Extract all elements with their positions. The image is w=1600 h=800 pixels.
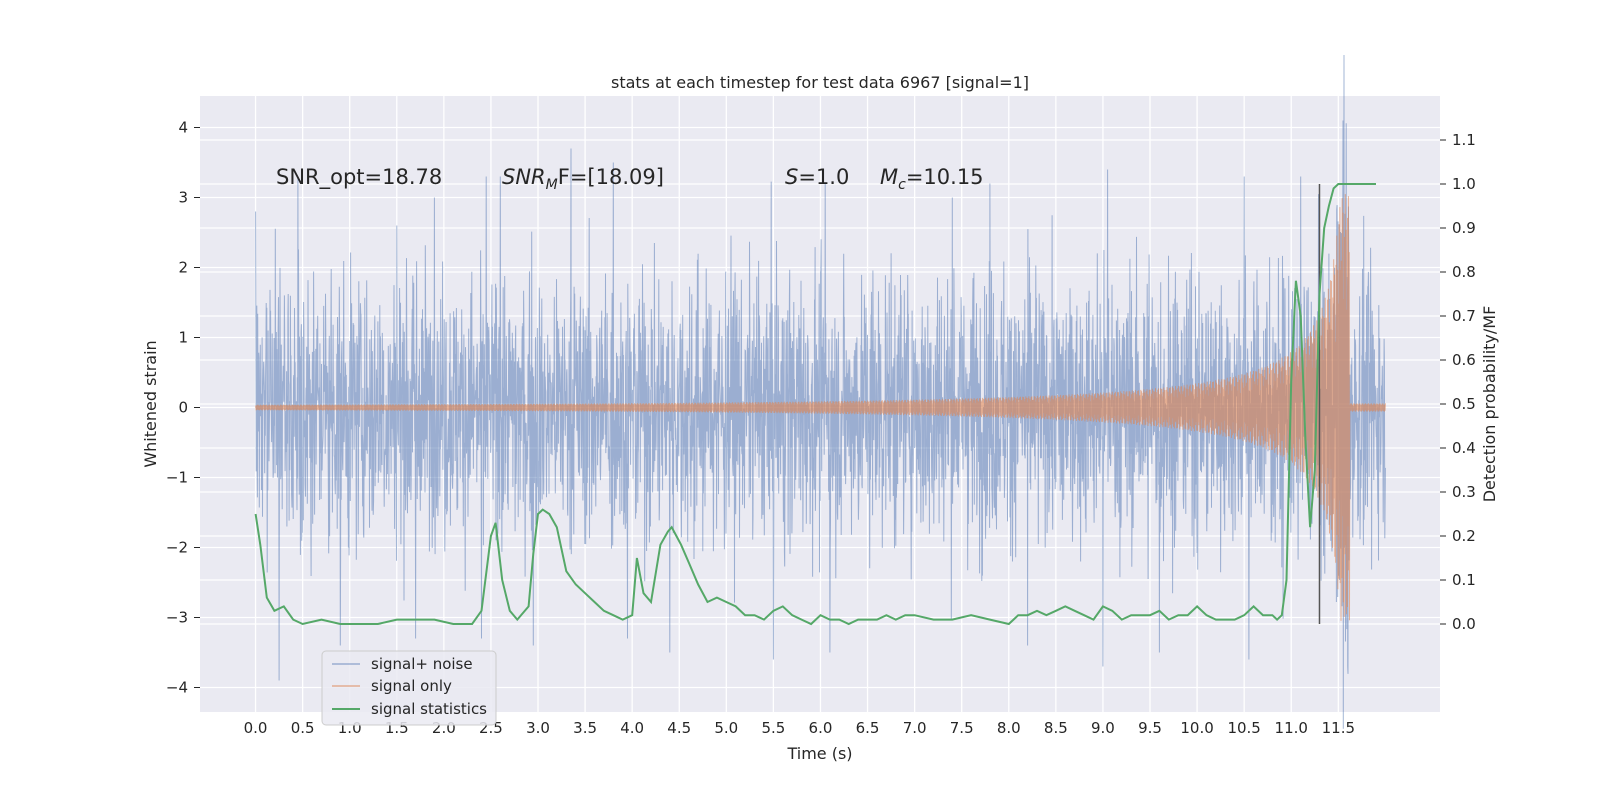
x-tick-label: 6.0 xyxy=(809,719,833,737)
y-tick-label-left: 2 xyxy=(178,259,188,277)
x-tick-label: 10.0 xyxy=(1180,719,1213,737)
y-tick-label-right: 1.1 xyxy=(1452,131,1476,149)
y-tick-label-right: 0.7 xyxy=(1452,307,1476,325)
tick-labels: 0.0 0.5 1.0 1.5 2.0 2.5 3.0 3.5 4.0 4.5 5.0 5.5 6.0 6… xyxy=(166,119,1476,738)
x-tick-label: 3.0 xyxy=(526,719,550,737)
series-signal-only xyxy=(255,194,1386,621)
y-tick-label-left: 1 xyxy=(178,329,188,347)
legend-label-signal-statistics: signal statistics xyxy=(371,700,487,718)
x-tick-label: 4.0 xyxy=(620,719,644,737)
legend-label-signal-only: signal only xyxy=(371,677,452,695)
annotation-mc-sub: c xyxy=(898,177,906,193)
series-signal-noise xyxy=(255,54,1386,729)
x-tick-label: 8.5 xyxy=(1044,719,1068,737)
y-tick-label-left: −2 xyxy=(166,539,188,557)
series-signal-statistics xyxy=(254,183,1376,626)
x-tick-label: 4.5 xyxy=(667,719,691,737)
y-axis-label-left: Whitened strain xyxy=(141,340,160,467)
y-tick-label-right: 0.1 xyxy=(1452,571,1476,589)
x-tick-label: 7.0 xyxy=(903,719,927,737)
x-tick-label: 10.5 xyxy=(1227,719,1260,737)
x-tick-label: 6.5 xyxy=(856,719,880,737)
x-tick-label: 5.0 xyxy=(714,719,738,737)
annotation-snr-opt: SNR_opt=18.78 xyxy=(276,165,442,190)
y-tick-label-right: 0.6 xyxy=(1452,351,1476,369)
x-tick-label: 3.5 xyxy=(573,719,597,737)
data-layer xyxy=(254,54,1386,729)
annotation-s: S=1.0 xyxy=(785,165,849,189)
y-tick-label-left: 0 xyxy=(178,399,188,417)
y-tick-label-right: 0.9 xyxy=(1452,219,1476,237)
annotation-s-label: S xyxy=(785,165,798,189)
y-tick-label-right: 0.3 xyxy=(1452,483,1476,501)
y-tick-label-left: 4 xyxy=(178,119,188,137)
annotation-mc-value: =10.15 xyxy=(906,165,984,189)
y-tick-label-right: 0.5 xyxy=(1452,395,1476,413)
x-tick-label: 11.5 xyxy=(1322,719,1355,737)
y-tick-label-right: 0.8 xyxy=(1452,263,1476,281)
annotation-snr-mf-sub: M xyxy=(546,177,558,193)
y-axis-label-right: Detection probability/MF xyxy=(1480,306,1499,503)
legend: signal+ noise signal only signal statist… xyxy=(321,650,497,726)
annotation-snr-mf-rest: F=[18.09] xyxy=(558,165,664,189)
y-tick-label-left: −4 xyxy=(166,679,188,697)
annotation-snr-mf: SNRMF=[18.09] xyxy=(502,165,664,193)
y-tick-label-right: 0.2 xyxy=(1452,527,1476,545)
x-tick-label: 0.5 xyxy=(291,719,315,737)
annotation-snr-mf-base: SNR xyxy=(502,165,546,189)
x-tick-label: 0.0 xyxy=(244,719,268,737)
y-tick-label-right: 0.0 xyxy=(1452,615,1476,633)
y-tick-label-left: −1 xyxy=(166,469,188,487)
y-tick-label-left: −3 xyxy=(166,609,188,627)
x-tick-label: 9.5 xyxy=(1138,719,1162,737)
x-tick-label: 9.0 xyxy=(1091,719,1115,737)
annotation-mc-base: M xyxy=(880,165,898,189)
y-tick-label-left: 3 xyxy=(178,189,188,207)
x-tick-label: 5.5 xyxy=(761,719,785,737)
y-tick-label-right: 1.0 xyxy=(1452,175,1476,193)
annotation-mc: Mc=10.15 xyxy=(880,165,984,193)
x-axis-label: Time (s) xyxy=(786,744,852,763)
y-tick-label-right: 0.4 xyxy=(1452,439,1476,457)
chart-title: stats at each timestep for test data 696… xyxy=(611,73,1029,92)
x-tick-label: 8.0 xyxy=(997,719,1021,737)
legend-label-signal-noise: signal+ noise xyxy=(371,655,473,673)
annotation-s-value: =1.0 xyxy=(798,165,849,189)
legend-box xyxy=(321,650,497,726)
x-tick-label: 7.5 xyxy=(950,719,974,737)
x-tick-label: 11.0 xyxy=(1275,719,1308,737)
